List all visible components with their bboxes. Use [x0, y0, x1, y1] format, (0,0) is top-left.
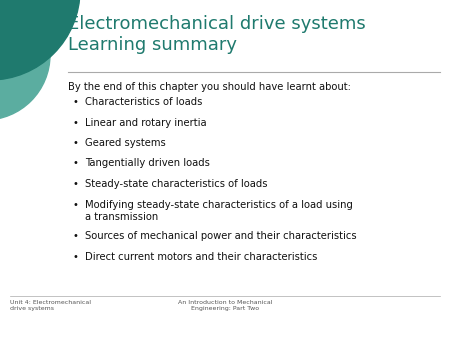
- Text: Unit 4: Electromechanical
drive systems: Unit 4: Electromechanical drive systems: [10, 300, 91, 311]
- Text: Electromechanical drive systems
Learning summary: Electromechanical drive systems Learning…: [68, 15, 366, 54]
- Circle shape: [0, 0, 50, 120]
- Text: Characteristics of loads: Characteristics of loads: [85, 97, 202, 107]
- Text: •: •: [72, 199, 78, 210]
- Text: •: •: [72, 118, 78, 127]
- Text: •: •: [72, 138, 78, 148]
- Text: Sources of mechanical power and their characteristics: Sources of mechanical power and their ch…: [85, 231, 356, 241]
- Text: Geared systems: Geared systems: [85, 138, 166, 148]
- Text: Linear and rotary inertia: Linear and rotary inertia: [85, 118, 207, 127]
- Text: •: •: [72, 97, 78, 107]
- Text: By the end of this chapter you should have learnt about:: By the end of this chapter you should ha…: [68, 82, 351, 92]
- Text: •: •: [72, 231, 78, 241]
- Text: Tangentially driven loads: Tangentially driven loads: [85, 159, 210, 169]
- Text: •: •: [72, 179, 78, 189]
- Text: An Introduction to Mechanical
Engineering: Part Two: An Introduction to Mechanical Engineerin…: [178, 300, 272, 311]
- Text: Direct current motors and their characteristics: Direct current motors and their characte…: [85, 251, 317, 262]
- Text: Steady-state characteristics of loads: Steady-state characteristics of loads: [85, 179, 267, 189]
- Text: Modifying steady-state characteristics of a load using
a transmission: Modifying steady-state characteristics o…: [85, 199, 353, 221]
- Circle shape: [0, 0, 80, 80]
- Text: •: •: [72, 159, 78, 169]
- Text: •: •: [72, 251, 78, 262]
